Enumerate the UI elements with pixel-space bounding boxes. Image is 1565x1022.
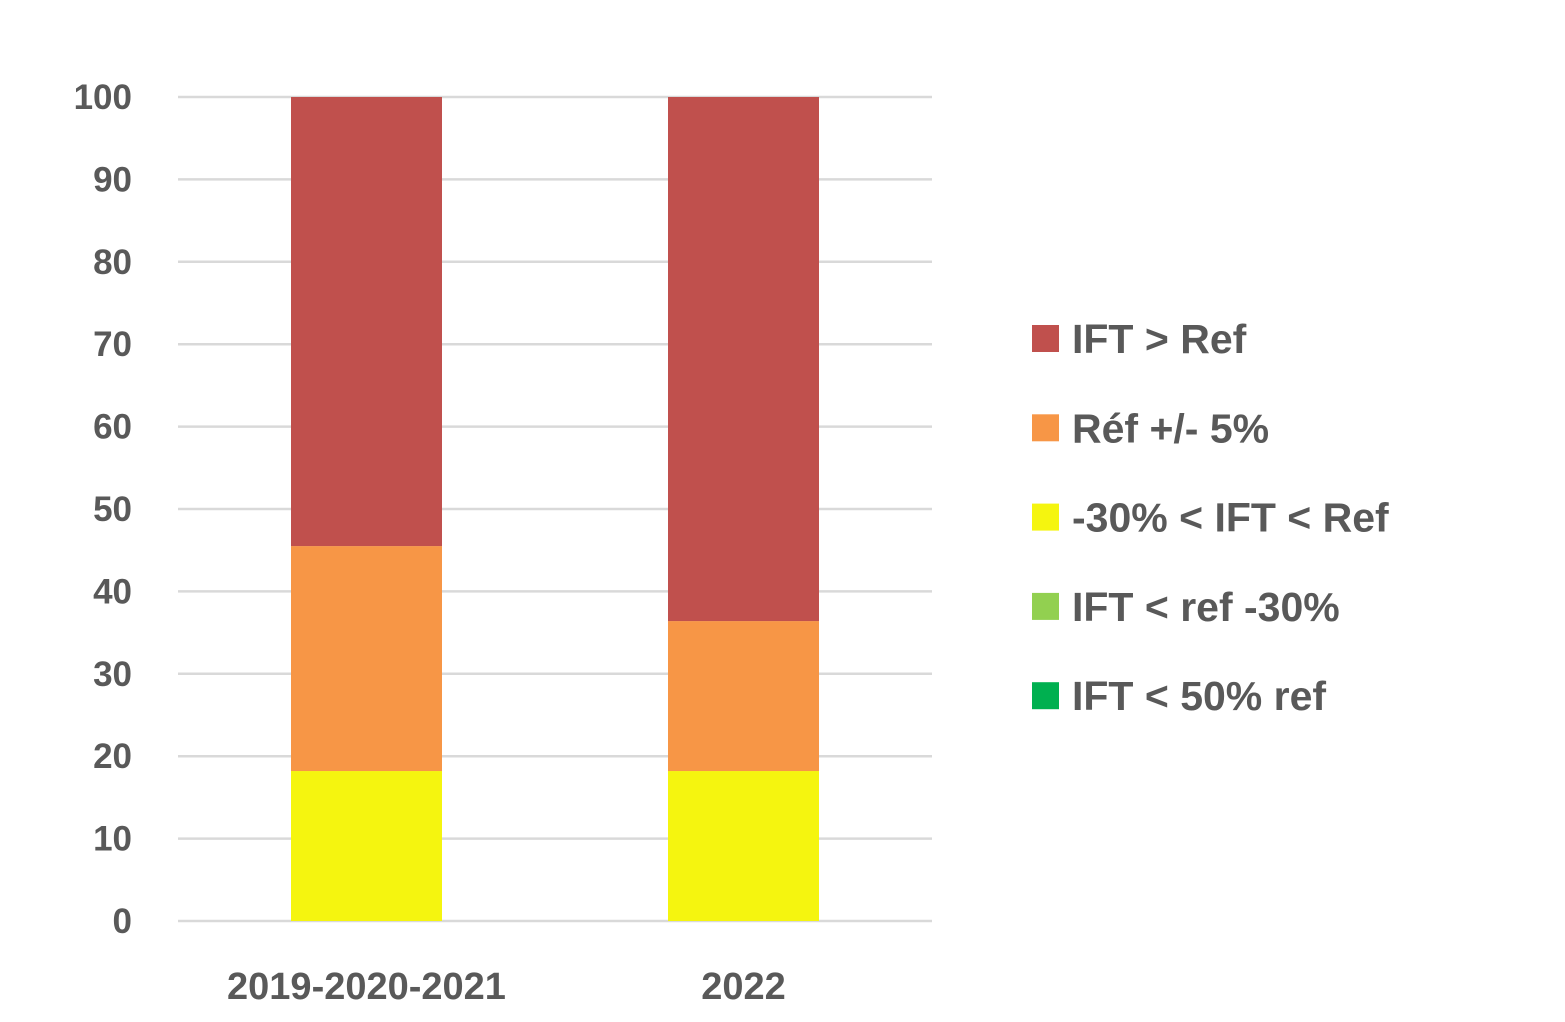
bar-segment	[668, 97, 819, 622]
y-tick-label: 40	[93, 572, 132, 611]
x-tick-label: 2022	[701, 966, 786, 1008]
legend-swatch	[1032, 414, 1059, 442]
bar-segment	[291, 771, 442, 921]
legend-item: IFT < ref -30%	[1032, 584, 1340, 630]
y-tick-label: 60	[93, 408, 132, 447]
y-tick-label: 0	[113, 902, 132, 941]
legend-label: IFT > Ref	[1072, 316, 1247, 362]
legend-item: -30% < IFT < Ref	[1032, 495, 1389, 541]
legend-swatch	[1032, 682, 1059, 710]
bar-segment	[668, 621, 819, 772]
legend-item: IFT > Ref	[1032, 316, 1247, 362]
legend: IFT > Ref Réf +/- 5% -30% < IFT < Ref IFT <…	[1032, 316, 1389, 719]
bars	[291, 97, 819, 921]
y-tick-label: 90	[93, 160, 132, 199]
legend-item: IFT < 50% ref	[1032, 673, 1326, 719]
y-tick-label: 80	[93, 243, 132, 282]
bar-segment	[291, 97, 442, 547]
y-tick-label: 20	[93, 737, 132, 776]
y-tick-label: 30	[93, 655, 132, 694]
y-tick-label: 50	[93, 490, 132, 529]
legend-label: -30% < IFT < Ref	[1072, 495, 1389, 541]
legend-label: IFT < ref -30%	[1072, 584, 1340, 630]
y-axis-tick-labels: 0 10 20 30 40 50 60 70 80 90 100	[74, 78, 132, 941]
y-tick-label: 70	[93, 325, 132, 364]
legend-swatch	[1032, 503, 1059, 531]
legend-item: Réf +/- 5%	[1032, 405, 1269, 451]
bar-segment	[291, 546, 442, 772]
legend-label: IFT < 50% ref	[1072, 673, 1326, 719]
bar-segment	[668, 771, 819, 921]
x-tick-label: 2019-2020-2021	[227, 966, 506, 1008]
y-tick-label: 100	[74, 78, 132, 117]
x-axis-tick-labels: 2019-2020-2021 2022	[227, 966, 786, 1008]
legend-swatch	[1032, 325, 1059, 352]
y-tick-label: 10	[93, 820, 132, 859]
legend-swatch	[1032, 592, 1059, 620]
legend-label: Réf +/- 5%	[1072, 405, 1269, 451]
